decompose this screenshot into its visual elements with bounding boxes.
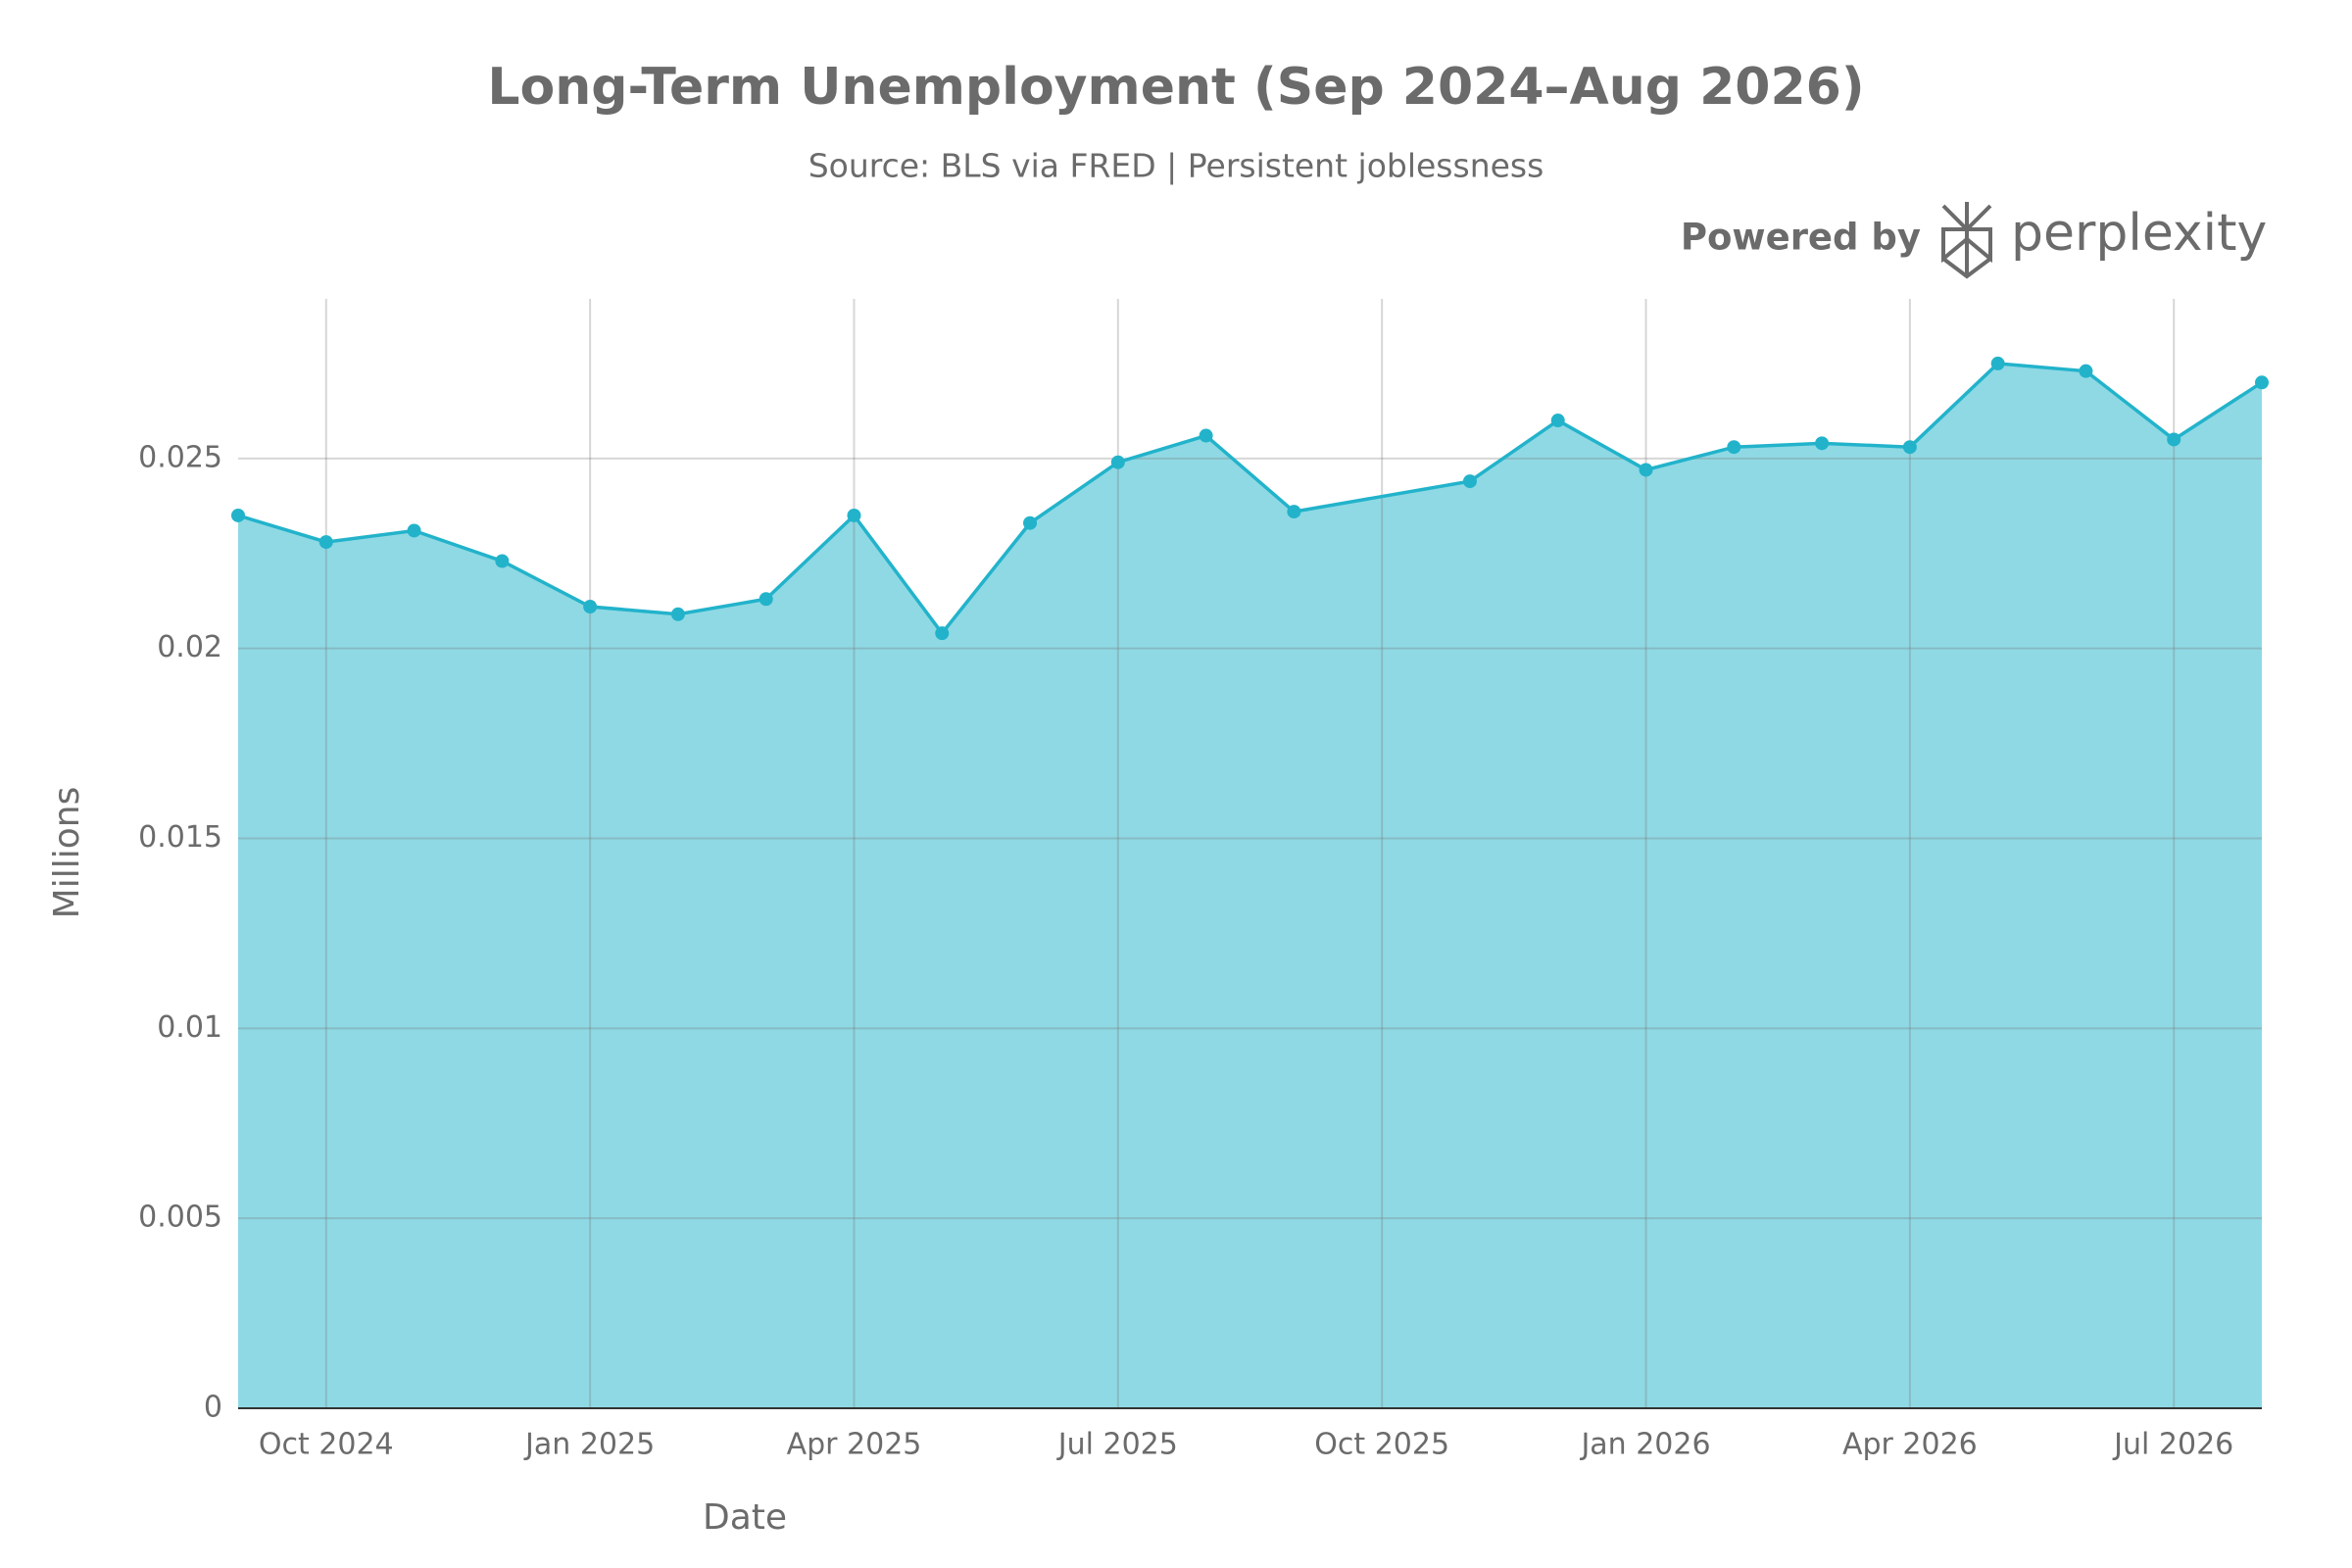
data-point bbox=[231, 508, 245, 522]
data-point bbox=[759, 592, 773, 607]
y-axis-title: Millions bbox=[47, 787, 87, 919]
data-point bbox=[407, 523, 421, 538]
x-tick-label: Jan 2025 bbox=[523, 1428, 655, 1462]
y-tick-label: 0.01 bbox=[157, 1010, 222, 1045]
x-tick-label: Oct 2025 bbox=[1314, 1428, 1449, 1462]
x-tick-label: Oct 2024 bbox=[259, 1428, 394, 1462]
data-point bbox=[1023, 515, 1038, 530]
y-tick-label: 0.015 bbox=[138, 820, 222, 855]
brand-logo bbox=[1941, 202, 1992, 279]
data-point bbox=[1815, 436, 1830, 451]
x-tick-label: Jan 2026 bbox=[1579, 1428, 1710, 1462]
data-point bbox=[1110, 455, 1125, 469]
data-point bbox=[1639, 463, 1653, 477]
x-axis-title: Date bbox=[703, 1497, 787, 1538]
branding-name: perplexity bbox=[2011, 204, 2267, 263]
chart-subtitle: Source: BLS via FRED | Persistent jobles… bbox=[808, 147, 1544, 185]
data-point bbox=[2079, 364, 2093, 378]
data-point bbox=[495, 554, 510, 568]
x-tick-label: Apr 2025 bbox=[787, 1428, 922, 1462]
y-tick-label: 0 bbox=[204, 1391, 222, 1425]
data-point bbox=[935, 626, 950, 641]
data-point bbox=[583, 600, 598, 614]
data-point bbox=[1462, 474, 1477, 489]
data-point bbox=[318, 535, 333, 550]
data-point bbox=[2255, 375, 2269, 390]
data-point bbox=[2167, 432, 2181, 447]
data-point bbox=[847, 508, 861, 522]
y-tick-label: 0.025 bbox=[138, 440, 222, 474]
data-point bbox=[670, 607, 685, 621]
x-tick-label: Apr 2026 bbox=[1842, 1428, 1978, 1462]
area bbox=[238, 363, 2262, 1409]
data-point bbox=[1902, 440, 1917, 455]
data-point bbox=[1727, 440, 1741, 455]
branding-prefix: Powered by bbox=[1681, 217, 1921, 259]
data-point bbox=[1199, 428, 1213, 443]
x-tick-label: Jul 2026 bbox=[2112, 1428, 2233, 1462]
y-tick-label: 0.02 bbox=[157, 630, 222, 664]
data-point bbox=[1990, 356, 2005, 370]
x-tick-label: Jul 2025 bbox=[1056, 1428, 1178, 1462]
data-point bbox=[1550, 414, 1565, 428]
chart-title: Long-Term Unemployment (Sep 2024–Aug 202… bbox=[487, 58, 1864, 117]
y-tick-label: 0.005 bbox=[138, 1200, 222, 1235]
data-point bbox=[1287, 505, 1301, 519]
